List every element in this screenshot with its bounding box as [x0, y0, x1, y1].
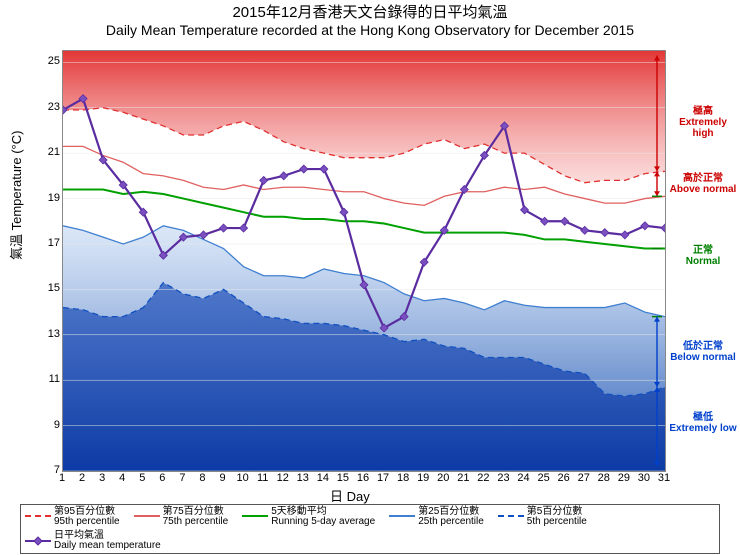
legend-text: 5天移動平均Running 5-day average	[271, 507, 375, 527]
legend-swatch	[134, 515, 160, 520]
legend-swatch	[389, 515, 415, 520]
x-tick: 2	[75, 472, 89, 484]
legend-text: 第75百分位數75th percentile	[163, 507, 229, 527]
band-label: 極低Extremely low	[668, 412, 738, 434]
x-tick: 6	[155, 472, 169, 484]
x-tick: 29	[617, 472, 631, 484]
band-label: 正常Normal	[668, 245, 738, 267]
x-tick: 15	[336, 472, 350, 484]
title-zh: 2015年12月香港天文台錄得的日平均氣溫	[0, 4, 740, 22]
x-tick: 19	[416, 472, 430, 484]
legend-text: 第95百分位數95th percentile	[54, 507, 120, 527]
legend-swatch	[242, 515, 268, 520]
x-tick: 30	[637, 472, 651, 484]
x-tick: 26	[557, 472, 571, 484]
y-tick: 21	[36, 146, 60, 158]
x-tick: 25	[537, 472, 551, 484]
band-label: 低於正常Below normal	[668, 341, 738, 363]
x-tick: 4	[115, 472, 129, 484]
x-tick: 3	[95, 472, 109, 484]
band-label-zh: 低於正常	[668, 341, 738, 352]
y-axis-label: 氣溫 Temperature (°C)	[6, 131, 25, 260]
x-tick: 9	[216, 472, 230, 484]
x-tick: 27	[577, 472, 591, 484]
x-tick: 1	[55, 472, 69, 484]
y-tick: 25	[36, 55, 60, 67]
band-label-en: Extremely high	[668, 117, 738, 139]
band-label-en: Below normal	[668, 352, 738, 363]
x-tick: 14	[316, 472, 330, 484]
band-label-zh: 極高	[668, 106, 738, 117]
x-tick: 7	[175, 472, 189, 484]
y-tick: 23	[36, 101, 60, 113]
band-label-en: Extremely low	[668, 423, 738, 434]
x-tick: 11	[256, 472, 270, 484]
legend: 第95百分位數95th percentile 第75百分位數75th percen…	[20, 504, 720, 544]
y-tick: 13	[36, 328, 60, 340]
legend-item: 第75百分位數75th percentile	[134, 507, 229, 527]
band-label: 高於正常Above normal	[668, 173, 738, 195]
title-en: Daily Mean Temperature recorded at the H…	[0, 22, 740, 39]
plot-area	[62, 50, 666, 472]
x-tick: 23	[496, 472, 510, 484]
legend-item: 第25百分位數25th percentile	[389, 507, 484, 527]
y-tick: 19	[36, 192, 60, 204]
legend-item: 第5百分位數5th percentile	[498, 507, 587, 527]
x-tick: 8	[195, 472, 209, 484]
title-block: 2015年12月香港天文台錄得的日平均氣溫 Daily Mean Tempera…	[0, 0, 740, 39]
x-tick: 17	[376, 472, 390, 484]
legend-item: 5天移動平均Running 5-day average	[242, 507, 375, 527]
x-tick: 20	[436, 472, 450, 484]
band-label-zh: 高於正常	[668, 173, 738, 184]
y-tick: 11	[36, 373, 60, 385]
legend-box: 第95百分位數95th percentile 第75百分位數75th percen…	[20, 504, 720, 554]
x-tick: 16	[356, 472, 370, 484]
x-tick: 13	[296, 472, 310, 484]
x-tick: 18	[396, 472, 410, 484]
x-tick: 21	[456, 472, 470, 484]
y-tick: 17	[36, 237, 60, 249]
x-tick: 22	[476, 472, 490, 484]
x-tick: 5	[135, 472, 149, 484]
legend-text: 日平均氣溫Daily mean temperature	[54, 531, 161, 551]
plot-svg	[63, 51, 665, 471]
band-label-en: Normal	[668, 256, 738, 267]
legend-text: 第25百分位數25th percentile	[418, 507, 484, 527]
x-tick: 28	[597, 472, 611, 484]
legend-item: 日平均氣溫Daily mean temperature	[25, 531, 161, 551]
x-tick: 12	[276, 472, 290, 484]
x-tick: 24	[517, 472, 531, 484]
legend-text: 第5百分位數5th percentile	[527, 507, 587, 527]
legend-marker-icon	[25, 535, 51, 547]
y-tick: 15	[36, 282, 60, 294]
legend-swatch	[25, 515, 51, 520]
x-axis-label: 日 Day	[330, 486, 370, 505]
band-label-zh: 極低	[668, 412, 738, 423]
band-label-zh: 正常	[668, 245, 738, 256]
chart-container: 2015年12月香港天文台錄得的日平均氣溫 Daily Mean Tempera…	[0, 0, 740, 555]
x-tick: 10	[236, 472, 250, 484]
legend-swatch	[498, 515, 524, 520]
legend-item: 第95百分位數95th percentile	[25, 507, 120, 527]
band-label-en: Above normal	[668, 184, 738, 195]
y-tick: 9	[36, 419, 60, 431]
band-label: 極高Extremely high	[668, 106, 738, 139]
x-tick: 31	[657, 472, 671, 484]
